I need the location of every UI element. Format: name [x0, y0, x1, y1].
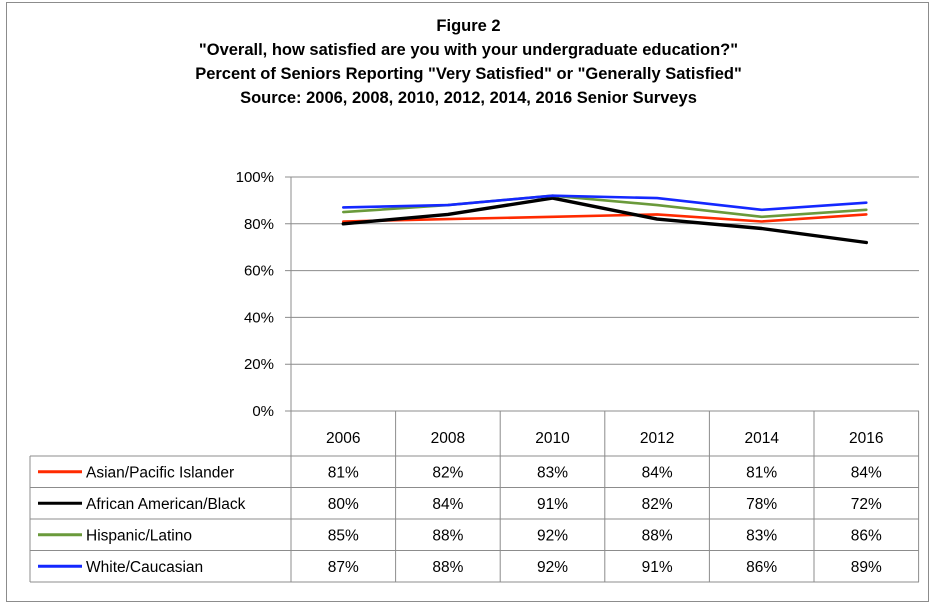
- legend-series-name: African American/Black: [86, 496, 246, 513]
- data-table-value: 92%: [537, 527, 568, 544]
- data-table-value: 88%: [432, 559, 463, 576]
- y-tick-label: 0%: [252, 403, 274, 420]
- data-table-value: 78%: [746, 496, 777, 513]
- x-category-label: 2006: [326, 430, 360, 447]
- series-line: [341, 213, 868, 223]
- series-line: [341, 196, 868, 245]
- x-category-label: 2012: [640, 430, 674, 447]
- data-table-value: 91%: [537, 496, 568, 513]
- x-category-label: 2016: [849, 430, 883, 447]
- series-line: [341, 194, 868, 212]
- data-table-value: 85%: [328, 527, 359, 544]
- y-tick-label: 40%: [244, 309, 274, 326]
- y-tick-label: 100%: [236, 169, 274, 186]
- data-table-value: 84%: [642, 464, 673, 481]
- data-table-value: 82%: [432, 464, 463, 481]
- data-table-value: 86%: [851, 527, 882, 544]
- figure-frame: [6, 2, 929, 602]
- data-table-value: 84%: [432, 496, 463, 513]
- data-table-value: 81%: [328, 464, 359, 481]
- y-tick-label: 20%: [244, 356, 274, 373]
- x-category-label: 2014: [744, 430, 779, 447]
- gridlines: [285, 176, 919, 412]
- legend-series-name: Hispanic/Latino: [86, 527, 192, 544]
- chart-subtitle-measure: Percent of Seniors Reporting "Very Satis…: [195, 65, 742, 83]
- data-table-value: 89%: [851, 559, 882, 576]
- data-table-value: 83%: [537, 464, 568, 481]
- x-category-label: 2008: [431, 430, 465, 447]
- y-tick-label: 60%: [244, 263, 274, 280]
- data-table-value: 91%: [642, 559, 673, 576]
- data-table-value: 80%: [328, 496, 359, 513]
- data-table-value: 88%: [432, 527, 463, 544]
- data-table-value: 72%: [851, 496, 882, 513]
- y-axis-tick-labels: 0% 20% 40% 60% 80% 100%: [236, 169, 274, 420]
- series-lines: [341, 194, 868, 245]
- x-category-label: 2010: [535, 430, 570, 447]
- y-tick-label: 80%: [244, 216, 274, 233]
- chart-subtitle-source: Source: 2006, 2008, 2010, 2012, 2014, 20…: [240, 89, 697, 107]
- data-table-value: 86%: [746, 559, 777, 576]
- data-table-value: 84%: [851, 464, 882, 481]
- chart-titles: Figure 2 "Overall, how satisfied are you…: [0, 14, 937, 110]
- chart-subtitle-question: "Overall, how satisfied are you with you…: [198, 41, 739, 59]
- data-table-value: 83%: [746, 527, 777, 544]
- data-table-value: 92%: [537, 559, 568, 576]
- data-table-value: 88%: [642, 527, 673, 544]
- data-table-value: 82%: [642, 496, 673, 513]
- chart-title: Figure 2: [436, 17, 501, 35]
- legend-series-name: White/Caucasian: [86, 559, 203, 576]
- data-table: 2006 2008 2010 2012 2014 2016 Asian/Pacific Is…: [29, 411, 920, 583]
- legend-series-name: Asian/Pacific Islander: [86, 464, 234, 481]
- data-table-value: 87%: [328, 559, 359, 576]
- data-table-value: 81%: [746, 464, 777, 481]
